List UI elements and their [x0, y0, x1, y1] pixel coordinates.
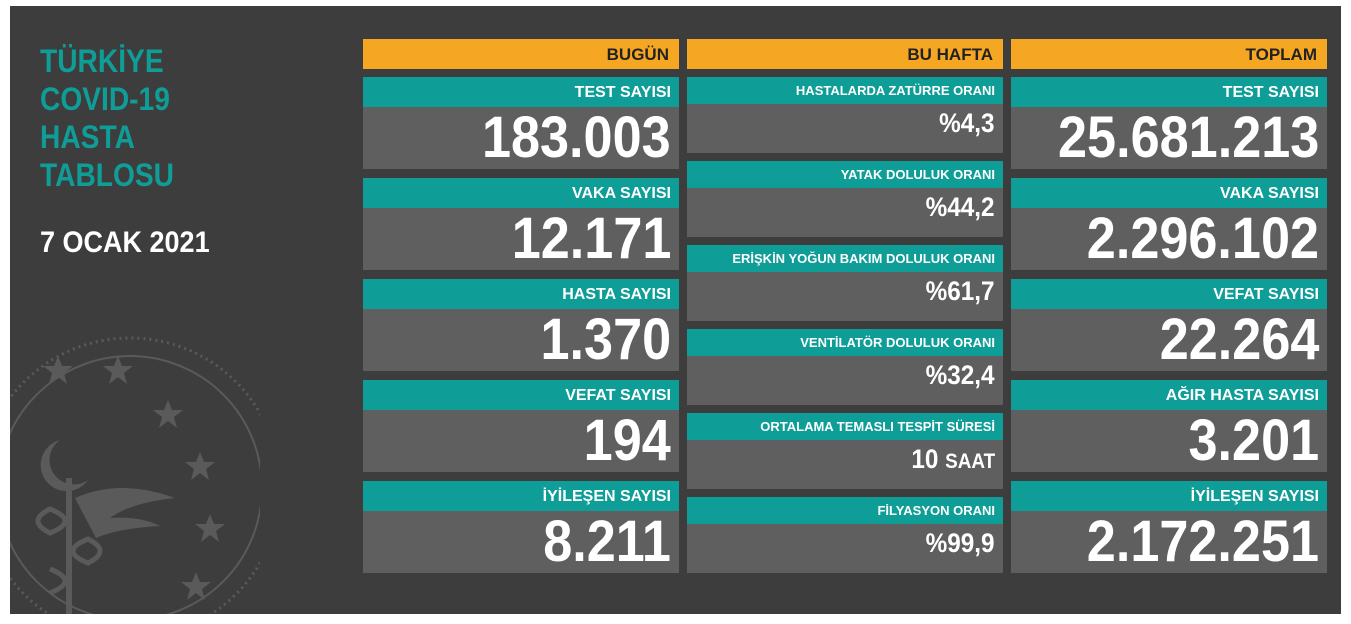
stat-card-week-contact-tracing: ORTALAMA TEMASLI TESPİT SÜRESİ 10 SAAT [687, 413, 1003, 489]
stat-unit: SAAT [944, 450, 995, 473]
title-line: COVID-19 [40, 81, 170, 117]
stat-value: 2.296.102 [1086, 206, 1319, 271]
stat-value: %4,3 [939, 108, 995, 138]
report-date: 7 OCAK 2021 [40, 226, 210, 259]
stat-card-total-cases: VAKA SAYISI 2.296.102 [1011, 178, 1327, 270]
stat-card-today-deaths: VEFAT SAYISI 194 [363, 380, 679, 472]
stat-card-today-test: TEST SAYISI 183.003 [363, 77, 679, 169]
stat-card-total-severe: AĞIR HASTA SAYISI 3.201 [1011, 380, 1327, 472]
dashboard-board: TÜRKİYE COVID-19 HASTA TABLOSU 7 OCAK 20… [10, 6, 1341, 614]
stat-label: İYİLEŞEN SAYISI [1011, 481, 1327, 511]
stat-label: VEFAT SAYISI [363, 380, 679, 410]
title-line: TÜRKİYE [40, 43, 164, 79]
stat-value: 22.264 [1159, 307, 1319, 372]
stat-label: ORTALAMA TEMASLI TESPİT SÜRESİ [687, 413, 1003, 440]
title-line: HASTA [40, 119, 135, 155]
stat-label: ERİŞKİN YOĞUN BAKIM DOLULUK ORANI [687, 245, 1003, 272]
stat-card-total-recovered: İYİLEŞEN SAYISI 2.172.251 [1011, 481, 1327, 573]
stat-value: 1.370 [540, 307, 671, 372]
stat-card-today-recovered: İYİLEŞEN SAYISI 8.211 [363, 481, 679, 573]
stat-label: VAKA SAYISI [363, 178, 679, 208]
stat-label: İYİLEŞEN SAYISI [363, 481, 679, 511]
stat-card-week-icu-occupancy: ERİŞKİN YOĞUN BAKIM DOLULUK ORANI %61,7 [687, 245, 1003, 321]
stat-label: FİLYASYON ORANI [687, 497, 1003, 524]
stat-value: 25.681.213 [1057, 105, 1319, 170]
stat-label: YATAK DOLULUK ORANI [687, 161, 1003, 188]
stat-card-total-test: TEST SAYISI 25.681.213 [1011, 77, 1327, 169]
stat-card-week-pneumonia: HASTALARDA ZATÜRRE ORANI %4,3 [687, 77, 1003, 153]
stat-value: 8.211 [543, 509, 671, 574]
stat-value: 12.171 [511, 206, 671, 271]
stat-label: HASTALARDA ZATÜRRE ORANI [687, 77, 1003, 104]
stat-label: VEFAT SAYISI [1011, 279, 1327, 309]
page-title: TÜRKİYE COVID-19 HASTA TABLOSU [40, 42, 174, 194]
stat-value: %99,9 [926, 528, 995, 558]
stat-value: %61,7 [926, 276, 995, 306]
stat-number: 10 [911, 444, 939, 474]
title-line: TABLOSU [40, 157, 175, 193]
stat-value: 3.201 [1188, 408, 1319, 473]
stat-value: 183.003 [482, 105, 671, 170]
stat-label: HASTA SAYISI [363, 279, 679, 309]
stat-value: 2.172.251 [1086, 509, 1319, 574]
stat-card-today-cases: VAKA SAYISI 12.171 [363, 178, 679, 270]
ministry-emblem-icon [10, 336, 260, 614]
header-this-week: BU HAFTA [687, 39, 1003, 69]
stat-card-week-filiation: FİLYASYON ORANI %99,9 [687, 497, 1003, 573]
stat-label: VAKA SAYISI [1011, 178, 1327, 208]
header-total: TOPLAM [1011, 39, 1327, 69]
stat-card-week-ventilator: VENTİLATÖR DOLULUK ORANI %32,4 [687, 329, 1003, 405]
stat-card-week-bed-occupancy: YATAK DOLULUK ORANI %44,2 [687, 161, 1003, 237]
stat-label: VENTİLATÖR DOLULUK ORANI [687, 329, 1003, 356]
stat-card-total-deaths: VEFAT SAYISI 22.264 [1011, 279, 1327, 371]
stat-label: TEST SAYISI [363, 77, 679, 107]
stat-value: %32,4 [926, 360, 995, 390]
stat-value: %44,2 [926, 192, 995, 222]
stat-card-today-patients: HASTA SAYISI 1.370 [363, 279, 679, 371]
header-today: BUGÜN [363, 39, 679, 69]
stat-value: 10 SAAT [911, 441, 995, 480]
stat-label: TEST SAYISI [1011, 77, 1327, 107]
stat-label: AĞIR HASTA SAYISI [1011, 380, 1327, 410]
stat-value: 194 [583, 408, 671, 473]
